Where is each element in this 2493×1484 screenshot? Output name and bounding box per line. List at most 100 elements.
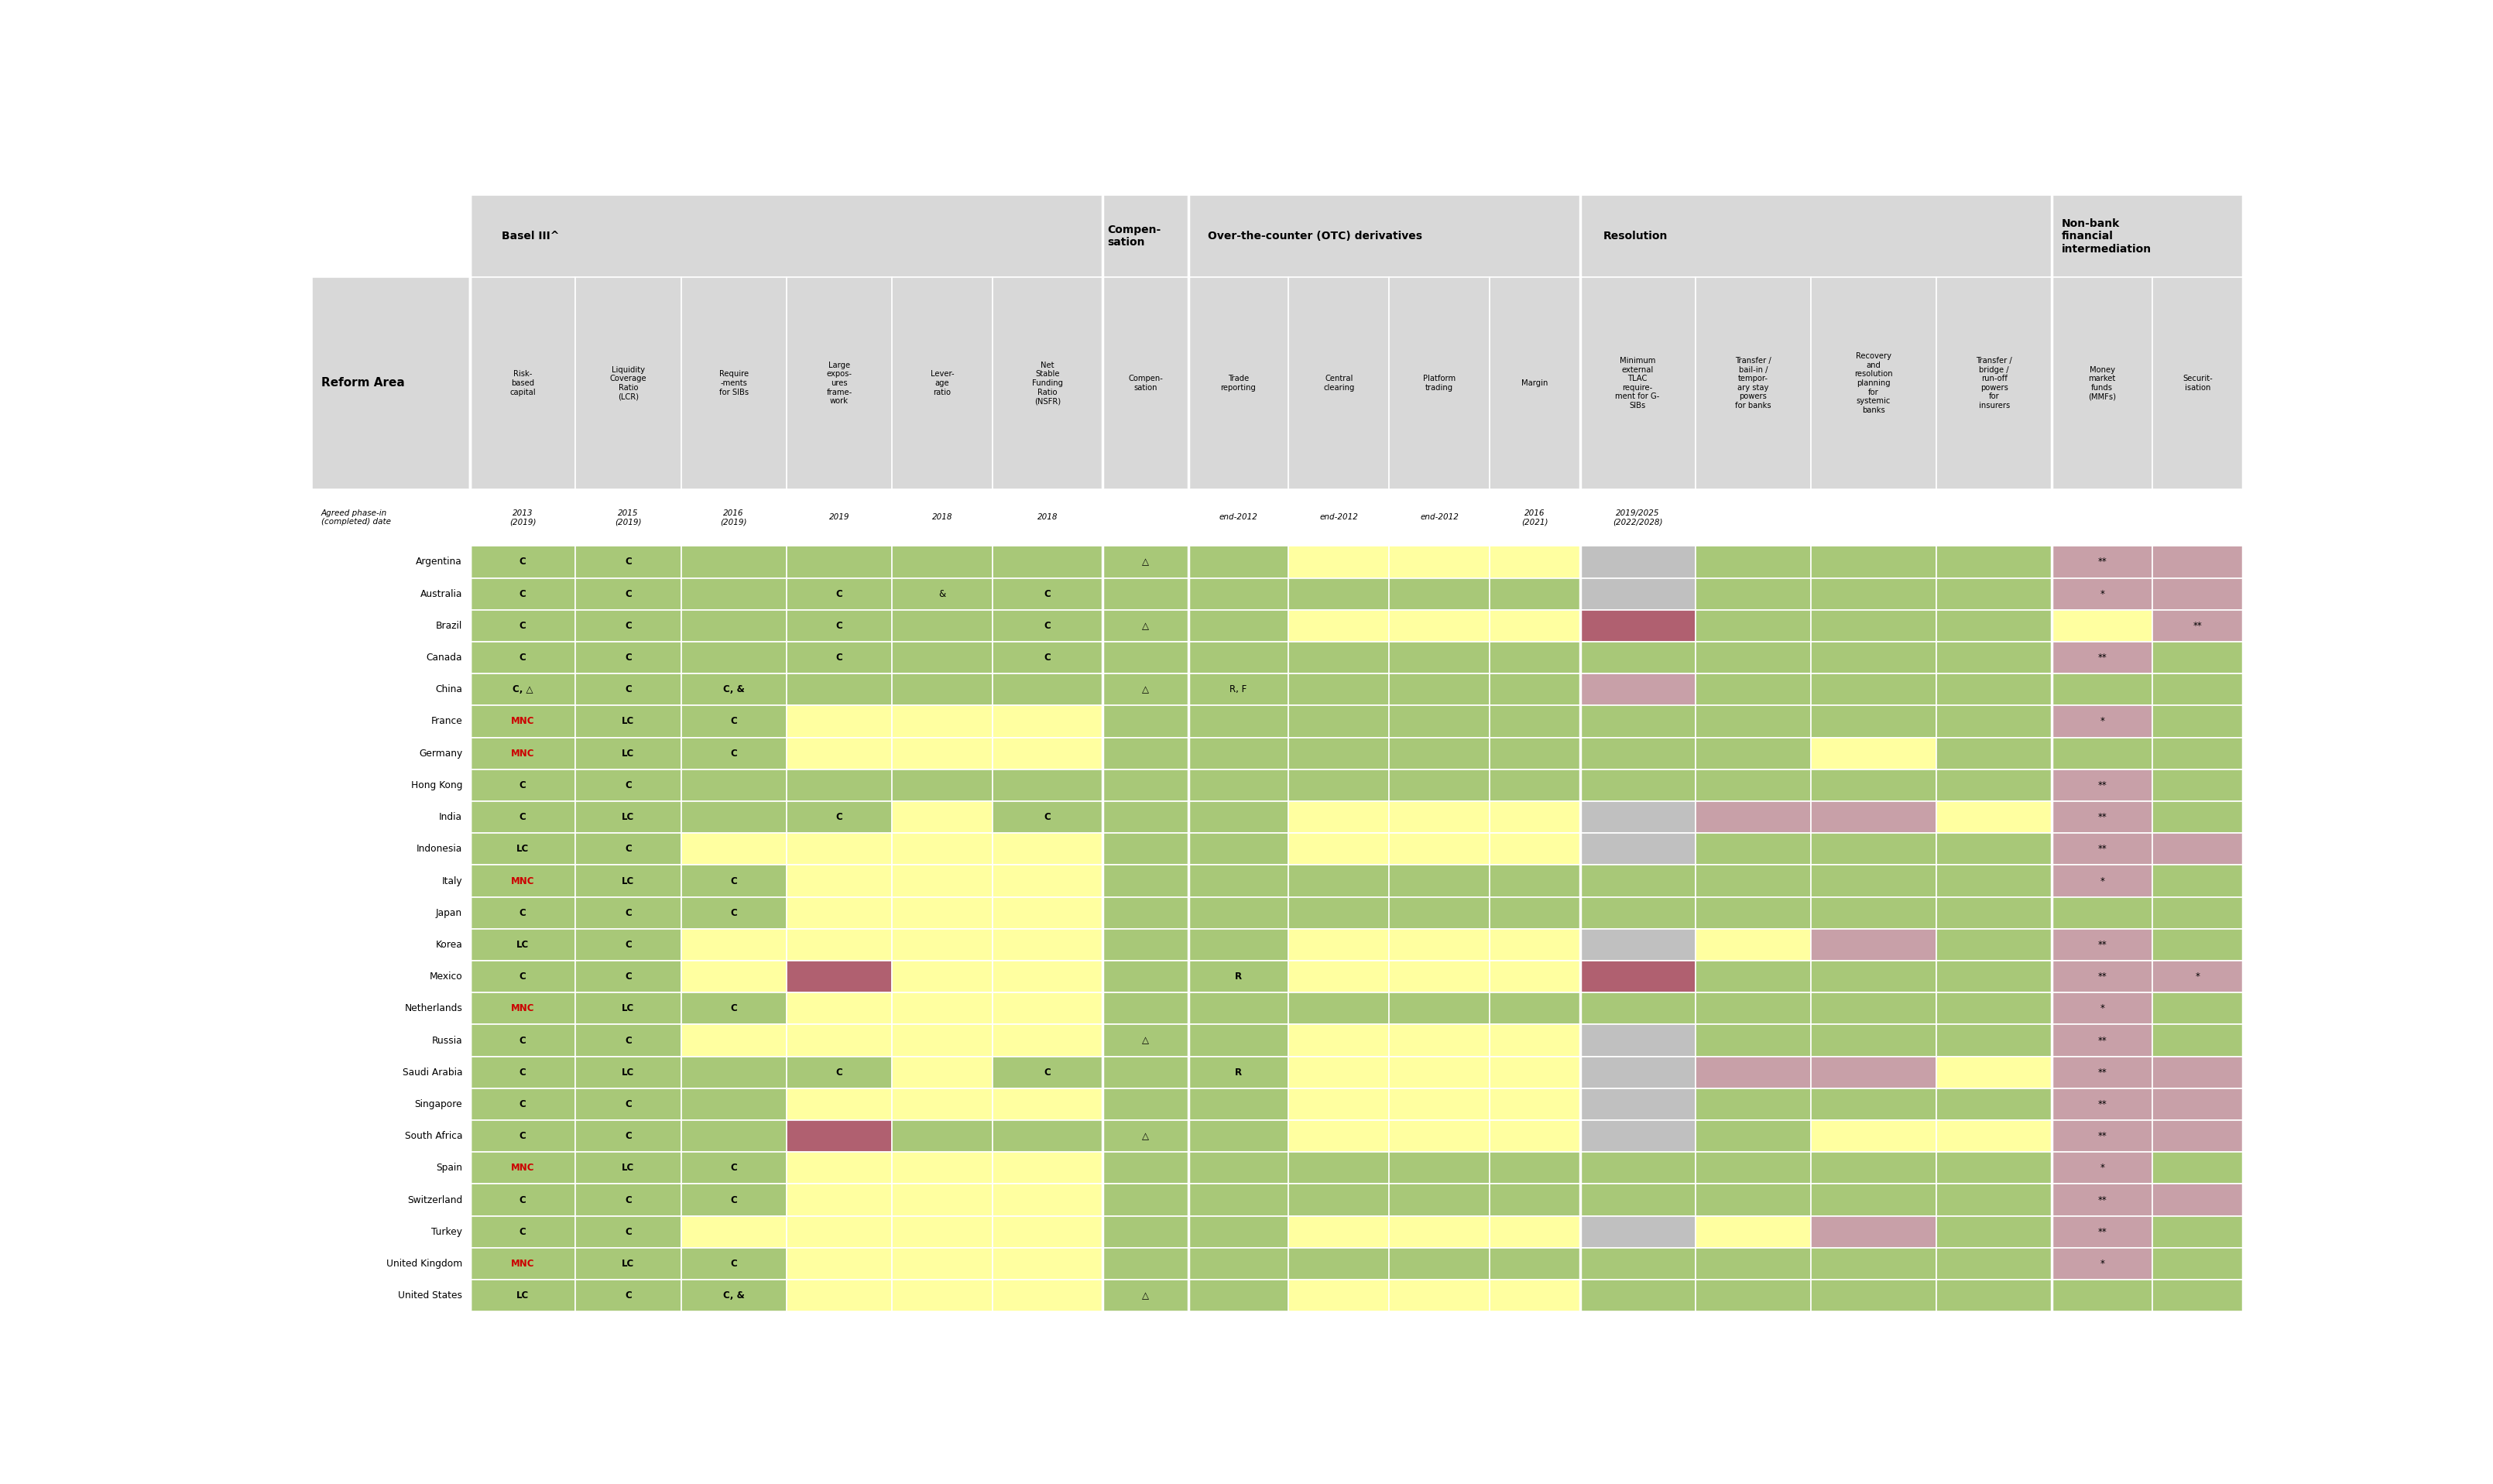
Bar — [1102, 769, 1189, 801]
Text: LC: LC — [621, 748, 636, 758]
Bar — [1810, 610, 1937, 641]
Bar — [1189, 1279, 1289, 1312]
Bar — [1937, 896, 2052, 929]
Bar — [681, 833, 785, 865]
Bar — [1581, 865, 1695, 896]
Bar — [1389, 738, 1488, 769]
Bar — [1488, 801, 1581, 833]
Bar — [681, 705, 785, 738]
Bar — [785, 674, 892, 705]
Bar — [892, 705, 992, 738]
Bar — [1389, 1057, 1488, 1088]
Text: C: C — [1045, 1067, 1052, 1077]
Text: C: C — [1045, 653, 1052, 663]
Bar — [1937, 1024, 2052, 1057]
Bar — [576, 577, 681, 610]
Bar — [576, 278, 681, 488]
Bar — [1581, 1248, 1695, 1279]
Bar — [1488, 896, 1581, 929]
Bar — [1289, 610, 1389, 641]
Bar — [1189, 993, 1289, 1024]
Text: United Kingdom: United Kingdom — [386, 1258, 461, 1269]
Bar — [1810, 865, 1937, 896]
Bar — [576, 993, 681, 1024]
Bar — [1695, 865, 1810, 896]
Bar — [681, 960, 785, 993]
Bar — [471, 488, 576, 546]
Bar — [1389, 641, 1488, 674]
Bar — [471, 546, 576, 577]
Bar — [1389, 865, 1488, 896]
Bar — [1581, 641, 1695, 674]
Bar — [1937, 546, 2052, 577]
Bar — [471, 577, 576, 610]
Bar — [1189, 1184, 1289, 1215]
Bar — [992, 929, 1102, 960]
Bar — [2151, 1120, 2244, 1152]
Bar — [1810, 1120, 1937, 1152]
Bar — [785, 1024, 892, 1057]
Bar — [1937, 610, 2052, 641]
Bar — [892, 577, 992, 610]
Bar — [681, 865, 785, 896]
Text: C: C — [519, 1036, 526, 1046]
Bar — [892, 1184, 992, 1215]
Bar — [2151, 896, 2244, 929]
Text: LC: LC — [621, 1067, 636, 1077]
Bar — [1581, 196, 2052, 278]
Bar — [681, 1088, 785, 1120]
Bar — [576, 1248, 681, 1279]
Bar — [1189, 674, 1289, 705]
Bar — [992, 546, 1102, 577]
Bar — [1189, 865, 1289, 896]
Bar — [1581, 546, 1695, 577]
Bar — [1488, 610, 1581, 641]
Text: R: R — [1234, 1067, 1242, 1077]
Text: C: C — [730, 717, 738, 727]
Bar — [312, 801, 471, 833]
Bar — [1389, 705, 1488, 738]
Text: Non-bank
financial
intermediation: Non-bank financial intermediation — [2062, 218, 2151, 254]
Bar — [576, 1024, 681, 1057]
Bar — [892, 278, 992, 488]
Bar — [1488, 833, 1581, 865]
Bar — [1581, 674, 1695, 705]
Text: C: C — [626, 1291, 631, 1300]
Text: **: ** — [2194, 620, 2201, 631]
Bar — [576, 865, 681, 896]
Bar — [1810, 833, 1937, 865]
Bar — [1581, 833, 1695, 865]
Text: LC: LC — [516, 844, 529, 855]
Bar — [785, 738, 892, 769]
Text: Japan: Japan — [436, 908, 461, 919]
Bar — [312, 1120, 471, 1152]
Bar — [2151, 929, 2244, 960]
Text: Hong Kong: Hong Kong — [411, 781, 461, 791]
Bar — [785, 1120, 892, 1152]
Bar — [1581, 1057, 1695, 1088]
Bar — [2052, 801, 2151, 833]
Bar — [892, 1088, 992, 1120]
Bar — [1389, 546, 1488, 577]
Bar — [1695, 1120, 1810, 1152]
Bar — [312, 577, 471, 610]
Text: Canada: Canada — [426, 653, 461, 663]
Bar — [1810, 1279, 1937, 1312]
Text: end-2012: end-2012 — [1219, 513, 1256, 521]
Bar — [1937, 769, 2052, 801]
Text: C: C — [730, 876, 738, 886]
Bar — [785, 278, 892, 488]
Bar — [1102, 993, 1189, 1024]
Bar — [992, 577, 1102, 610]
Bar — [1581, 896, 1695, 929]
Bar — [892, 929, 992, 960]
Bar — [2052, 577, 2151, 610]
Bar — [1488, 1279, 1581, 1312]
Text: 2016
(2021): 2016 (2021) — [1521, 509, 1548, 525]
Bar — [471, 610, 576, 641]
Bar — [1102, 1120, 1189, 1152]
Bar — [312, 865, 471, 896]
Text: *: * — [2099, 876, 2104, 886]
Text: Platform
trading: Platform trading — [1424, 375, 1456, 392]
Bar — [471, 865, 576, 896]
